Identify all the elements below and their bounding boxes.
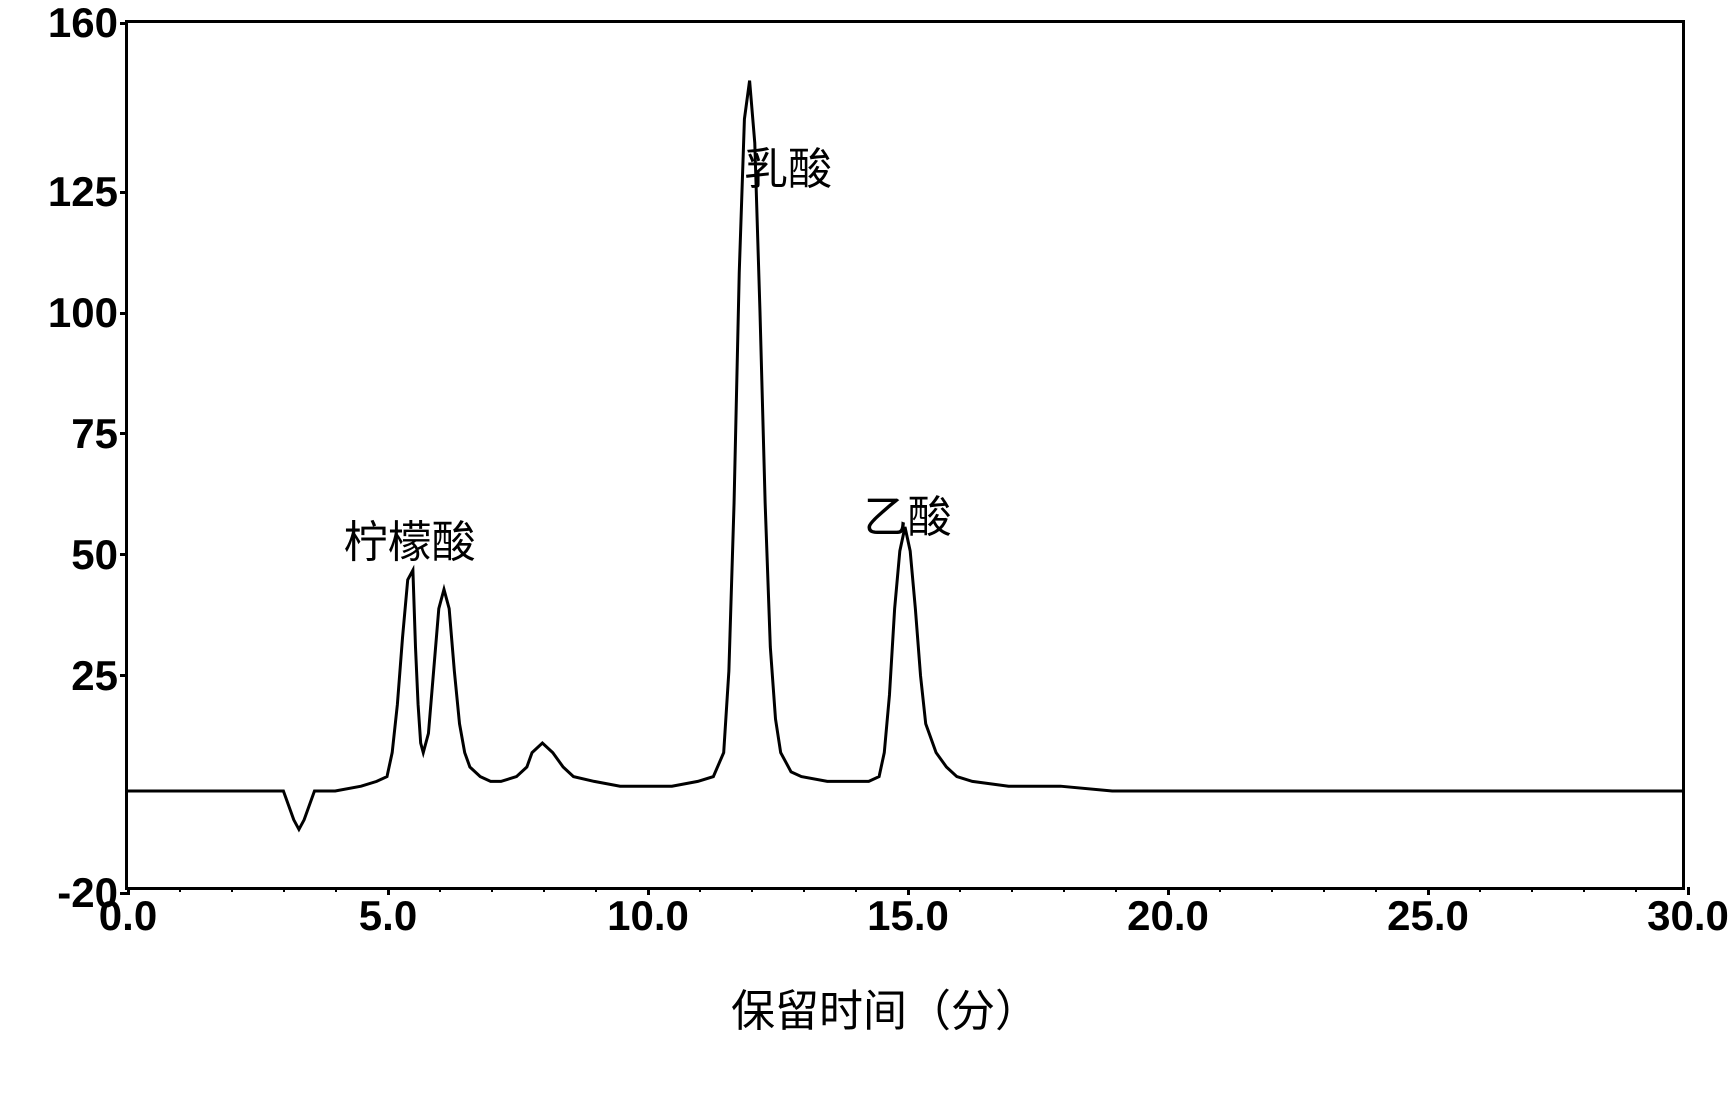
y-tick-label: 125: [48, 168, 118, 216]
x-axis-labels: 0.05.010.015.020.025.030.0: [128, 892, 1688, 942]
x-tick-label: 25.0: [1387, 892, 1469, 940]
x-tick-minor: [699, 887, 701, 892]
x-tick-label: 10.0: [607, 892, 689, 940]
x-tick-minor: [1063, 887, 1065, 892]
x-tick-label: 5.0: [359, 892, 417, 940]
x-tick-minor: [803, 887, 805, 892]
y-tick: [120, 432, 128, 435]
x-tick: [1687, 887, 1690, 895]
x-tick-minor: [335, 887, 337, 892]
x-tick-label: 30.0: [1647, 892, 1729, 940]
x-tick-minor: [751, 887, 753, 892]
x-tick: [647, 887, 650, 895]
y-tick-label: 160: [48, 0, 118, 47]
y-tick-label: 75: [71, 410, 118, 458]
x-tick-minor: [1479, 887, 1481, 892]
x-tick-minor: [1115, 887, 1117, 892]
y-tick: [120, 674, 128, 677]
x-tick-minor: [1531, 887, 1533, 892]
y-axis-labels: -20255075100125160: [58, 23, 118, 893]
x-tick-minor: [439, 887, 441, 892]
x-tick-label: 15.0: [867, 892, 949, 940]
y-tick: [120, 312, 128, 315]
y-tick-label: 100: [48, 289, 118, 337]
x-tick-minor: [1011, 887, 1013, 892]
x-tick-minor: [1375, 887, 1377, 892]
x-tick-minor: [595, 887, 597, 892]
y-tick: [120, 22, 128, 25]
peak-label: 乙酸: [864, 481, 952, 545]
x-tick-minor: [1635, 887, 1637, 892]
y-tick: [120, 191, 128, 194]
x-tick-minor: [1323, 887, 1325, 892]
y-tick-label: 50: [71, 531, 118, 579]
x-tick-minor: [543, 887, 545, 892]
x-tick-minor: [231, 887, 233, 892]
plot-area: -20255075100125160 0.05.010.015.020.025.…: [125, 20, 1685, 890]
peak-label: 乳酸: [744, 133, 832, 197]
x-axis-title: 保留时间（分）: [731, 975, 1039, 1039]
x-tick-label: 20.0: [1127, 892, 1209, 940]
x-tick-minor: [1219, 887, 1221, 892]
x-tick: [1167, 887, 1170, 895]
peak-label: 柠檬酸: [344, 506, 476, 570]
chromatogram-trace: [128, 23, 1682, 887]
x-tick: [907, 887, 910, 895]
x-tick-label: 0.0: [99, 892, 157, 940]
x-tick-minor: [1271, 887, 1273, 892]
x-tick-minor: [283, 887, 285, 892]
x-tick: [1427, 887, 1430, 895]
y-tick: [120, 553, 128, 556]
y-tick-label: 25: [71, 652, 118, 700]
x-tick: [387, 887, 390, 895]
x-tick-minor: [491, 887, 493, 892]
x-tick: [127, 887, 130, 895]
x-tick-minor: [959, 887, 961, 892]
x-tick-minor: [179, 887, 181, 892]
x-tick-minor: [855, 887, 857, 892]
x-tick-minor: [1583, 887, 1585, 892]
chromatogram-chart: -20255075100125160 0.05.010.015.020.025.…: [75, 10, 1695, 980]
